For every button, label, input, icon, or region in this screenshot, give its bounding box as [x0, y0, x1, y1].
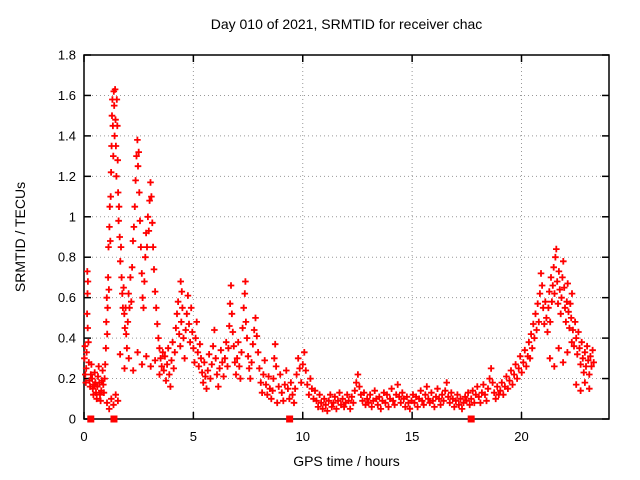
- x-axis-label: GPS time / hours: [293, 453, 400, 469]
- svg-text:5: 5: [190, 429, 197, 444]
- svg-text:10: 10: [296, 429, 310, 444]
- svg-text:0.4: 0.4: [58, 331, 76, 346]
- svg-text:0: 0: [69, 412, 76, 427]
- chart-title: Day 010 of 2021, SRMTID for receiver cha…: [210, 16, 483, 32]
- scatter-squares-flagged-zero: [87, 415, 475, 423]
- svg-text:0.8: 0.8: [58, 250, 76, 265]
- grid-lines: [84, 55, 609, 419]
- svg-text:1: 1: [69, 209, 76, 224]
- scatter-points-srmtid: [81, 86, 597, 415]
- svg-text:1.8: 1.8: [58, 48, 76, 63]
- y-tick-labels: 0 0.2 0.4 0.6 0.8 1 1.2 1.4 1.6 1.8: [58, 48, 76, 427]
- axis-ticks: [83, 54, 609, 420]
- svg-text:0: 0: [80, 429, 87, 444]
- svg-text:1.2: 1.2: [58, 169, 76, 184]
- svg-text:20: 20: [514, 429, 528, 444]
- x-tick-labels: 0 5 10 15 20: [80, 429, 528, 444]
- svg-text:15: 15: [405, 429, 419, 444]
- plot-border: [83, 54, 610, 420]
- svg-text:0.2: 0.2: [58, 371, 76, 386]
- svg-text:1.4: 1.4: [58, 128, 76, 143]
- svg-text:0.6: 0.6: [58, 290, 76, 305]
- svg-text:1.6: 1.6: [58, 88, 76, 103]
